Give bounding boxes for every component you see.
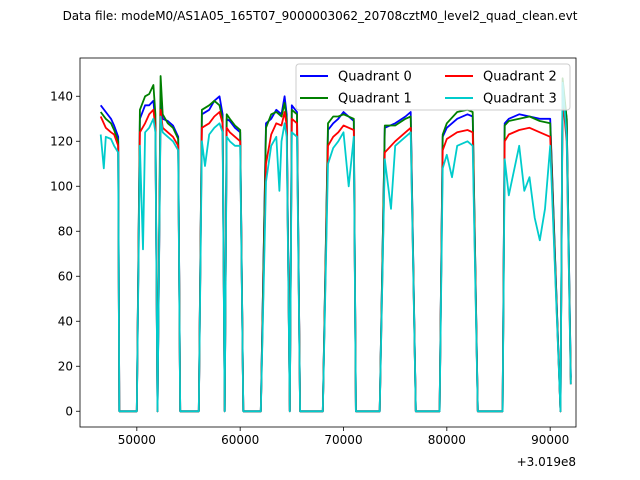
y-tick-label: 140 <box>50 89 73 103</box>
x-axis: 50000 60000 70000 80000 90000 <box>118 427 569 447</box>
legend-frame <box>295 63 571 111</box>
legend-label-quadrant-2: Quadrant 2 <box>483 70 557 85</box>
x-tick-label: 90000 <box>531 433 569 447</box>
chart-title: Data file: modeM0/AS1A05_165T07_90000030… <box>63 9 578 23</box>
legend-label-quadrant-3: Quadrant 3 <box>483 92 557 107</box>
legend: Quadrant 0 Quadrant 1 Quadrant 2 Quadrant 3 <box>295 63 571 111</box>
legend-label-quadrant-0: Quadrant 0 <box>338 70 412 85</box>
y-tick-label: 100 <box>50 179 73 193</box>
y-tick-label: 120 <box>50 134 73 148</box>
x-axis-offset-label: +3.019e8 <box>517 455 576 469</box>
y-tick-label: 60 <box>58 269 73 283</box>
x-tick-label: 70000 <box>324 433 362 447</box>
y-tick-label: 40 <box>58 314 73 328</box>
legend-label-quadrant-1: Quadrant 1 <box>338 92 412 107</box>
plot-frame <box>79 57 577 428</box>
y-axis: 0 20 40 60 80 100 120 140 <box>50 89 80 418</box>
y-tick-label: 80 <box>58 224 73 238</box>
y-tick-label: 0 <box>65 404 73 418</box>
x-tick-label: 60000 <box>221 433 259 447</box>
y-tick-label: 20 <box>58 359 73 373</box>
series-layer <box>99 75 572 413</box>
series-line-quadrant-3 <box>99 81 572 413</box>
x-tick-label: 50000 <box>118 433 156 447</box>
x-tick-label: 80000 <box>428 433 466 447</box>
